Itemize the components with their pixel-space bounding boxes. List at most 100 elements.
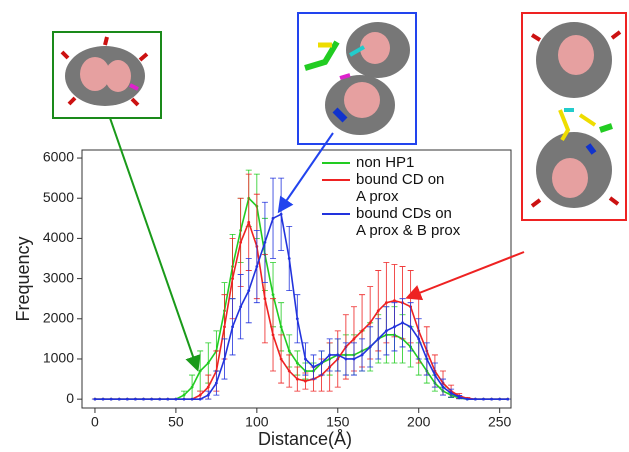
- series-line: [94, 220, 508, 400]
- arrow-green: [109, 117, 201, 372]
- point: [223, 325, 226, 329]
- point: [441, 385, 445, 389]
- point: [304, 379, 307, 383]
- x-tick-label: 250: [488, 414, 512, 430]
- point: [368, 321, 372, 325]
- y-tick-label: 1000: [43, 350, 74, 366]
- point: [101, 397, 105, 401]
- point: [425, 357, 429, 361]
- point: [320, 361, 323, 365]
- point: [433, 373, 437, 377]
- point: [506, 397, 510, 401]
- point: [271, 216, 275, 220]
- point: [206, 393, 210, 397]
- x-axis-label: Distance(Å): [258, 429, 352, 449]
- legend-item: bound CDs on A prox & B prox: [322, 205, 460, 239]
- point: [150, 397, 154, 401]
- point: [166, 397, 170, 401]
- point: [287, 257, 291, 260]
- x-tick-label: 200: [407, 414, 431, 430]
- point: [490, 397, 493, 401]
- point: [401, 321, 404, 325]
- point: [198, 397, 202, 401]
- x-tick-label: 150: [326, 414, 350, 430]
- point: [279, 325, 283, 329]
- point: [206, 385, 210, 389]
- arrow-blue: [277, 132, 334, 214]
- legend-swatch: [322, 162, 350, 164]
- point: [255, 265, 259, 268]
- point: [182, 393, 186, 397]
- point: [109, 397, 113, 401]
- point: [287, 369, 291, 373]
- point: [352, 357, 356, 361]
- y-tick-label: 2000: [43, 309, 74, 325]
- point: [279, 212, 283, 216]
- x-tick-label: 100: [245, 414, 269, 430]
- legend-label: non HP1: [356, 154, 415, 171]
- point: [174, 397, 178, 401]
- point: [125, 397, 129, 401]
- point: [198, 369, 202, 373]
- point: [352, 337, 356, 341]
- point: [457, 395, 461, 399]
- y-tick-label: 4000: [43, 229, 74, 245]
- point: [271, 333, 275, 337]
- point: [263, 297, 267, 301]
- legend-label: bound CD on A prox: [356, 171, 445, 205]
- point: [393, 325, 396, 329]
- y-tick-label: 5000: [43, 189, 74, 205]
- y-axis-label: Frequency: [13, 236, 33, 321]
- point: [449, 391, 453, 395]
- point: [360, 329, 364, 333]
- point: [384, 329, 388, 333]
- point: [239, 241, 243, 244]
- legend: non HP1 bound CD on A prox bound CDs on A …: [322, 154, 460, 239]
- point: [336, 353, 340, 357]
- point: [498, 397, 502, 401]
- point: [231, 277, 234, 280]
- legend-item: non HP1: [322, 154, 460, 171]
- point: [279, 357, 283, 361]
- y-tick-label: 0: [66, 390, 74, 406]
- point: [328, 353, 332, 357]
- inset-green: [52, 31, 162, 119]
- point: [247, 289, 251, 293]
- point: [182, 397, 186, 401]
- plot-area: [91, 169, 511, 401]
- point: [393, 299, 396, 303]
- series-line: [94, 213, 508, 400]
- point: [206, 361, 210, 365]
- x-tick-label: 50: [168, 414, 184, 430]
- point: [304, 357, 307, 361]
- point: [287, 349, 291, 353]
- point: [482, 397, 485, 401]
- point: [376, 309, 380, 313]
- point: [312, 365, 315, 369]
- point: [295, 377, 299, 381]
- point: [376, 337, 380, 341]
- point: [231, 325, 234, 329]
- point: [190, 397, 194, 401]
- point: [409, 325, 413, 329]
- point: [473, 397, 477, 401]
- point: [465, 397, 469, 401]
- point: [93, 397, 97, 401]
- point: [368, 345, 372, 349]
- point: [214, 381, 218, 385]
- point: [223, 357, 226, 361]
- point: [344, 357, 348, 361]
- point: [360, 353, 364, 357]
- point: [190, 385, 194, 389]
- legend-item: bound CD on A prox: [322, 171, 460, 205]
- y-tick-label: 6000: [43, 149, 74, 165]
- point: [417, 337, 421, 341]
- point: [295, 361, 299, 365]
- point: [295, 317, 299, 321]
- point: [158, 397, 162, 401]
- arrow-red: [405, 251, 525, 301]
- inset-blue: [297, 12, 417, 145]
- inset-red: [521, 12, 627, 221]
